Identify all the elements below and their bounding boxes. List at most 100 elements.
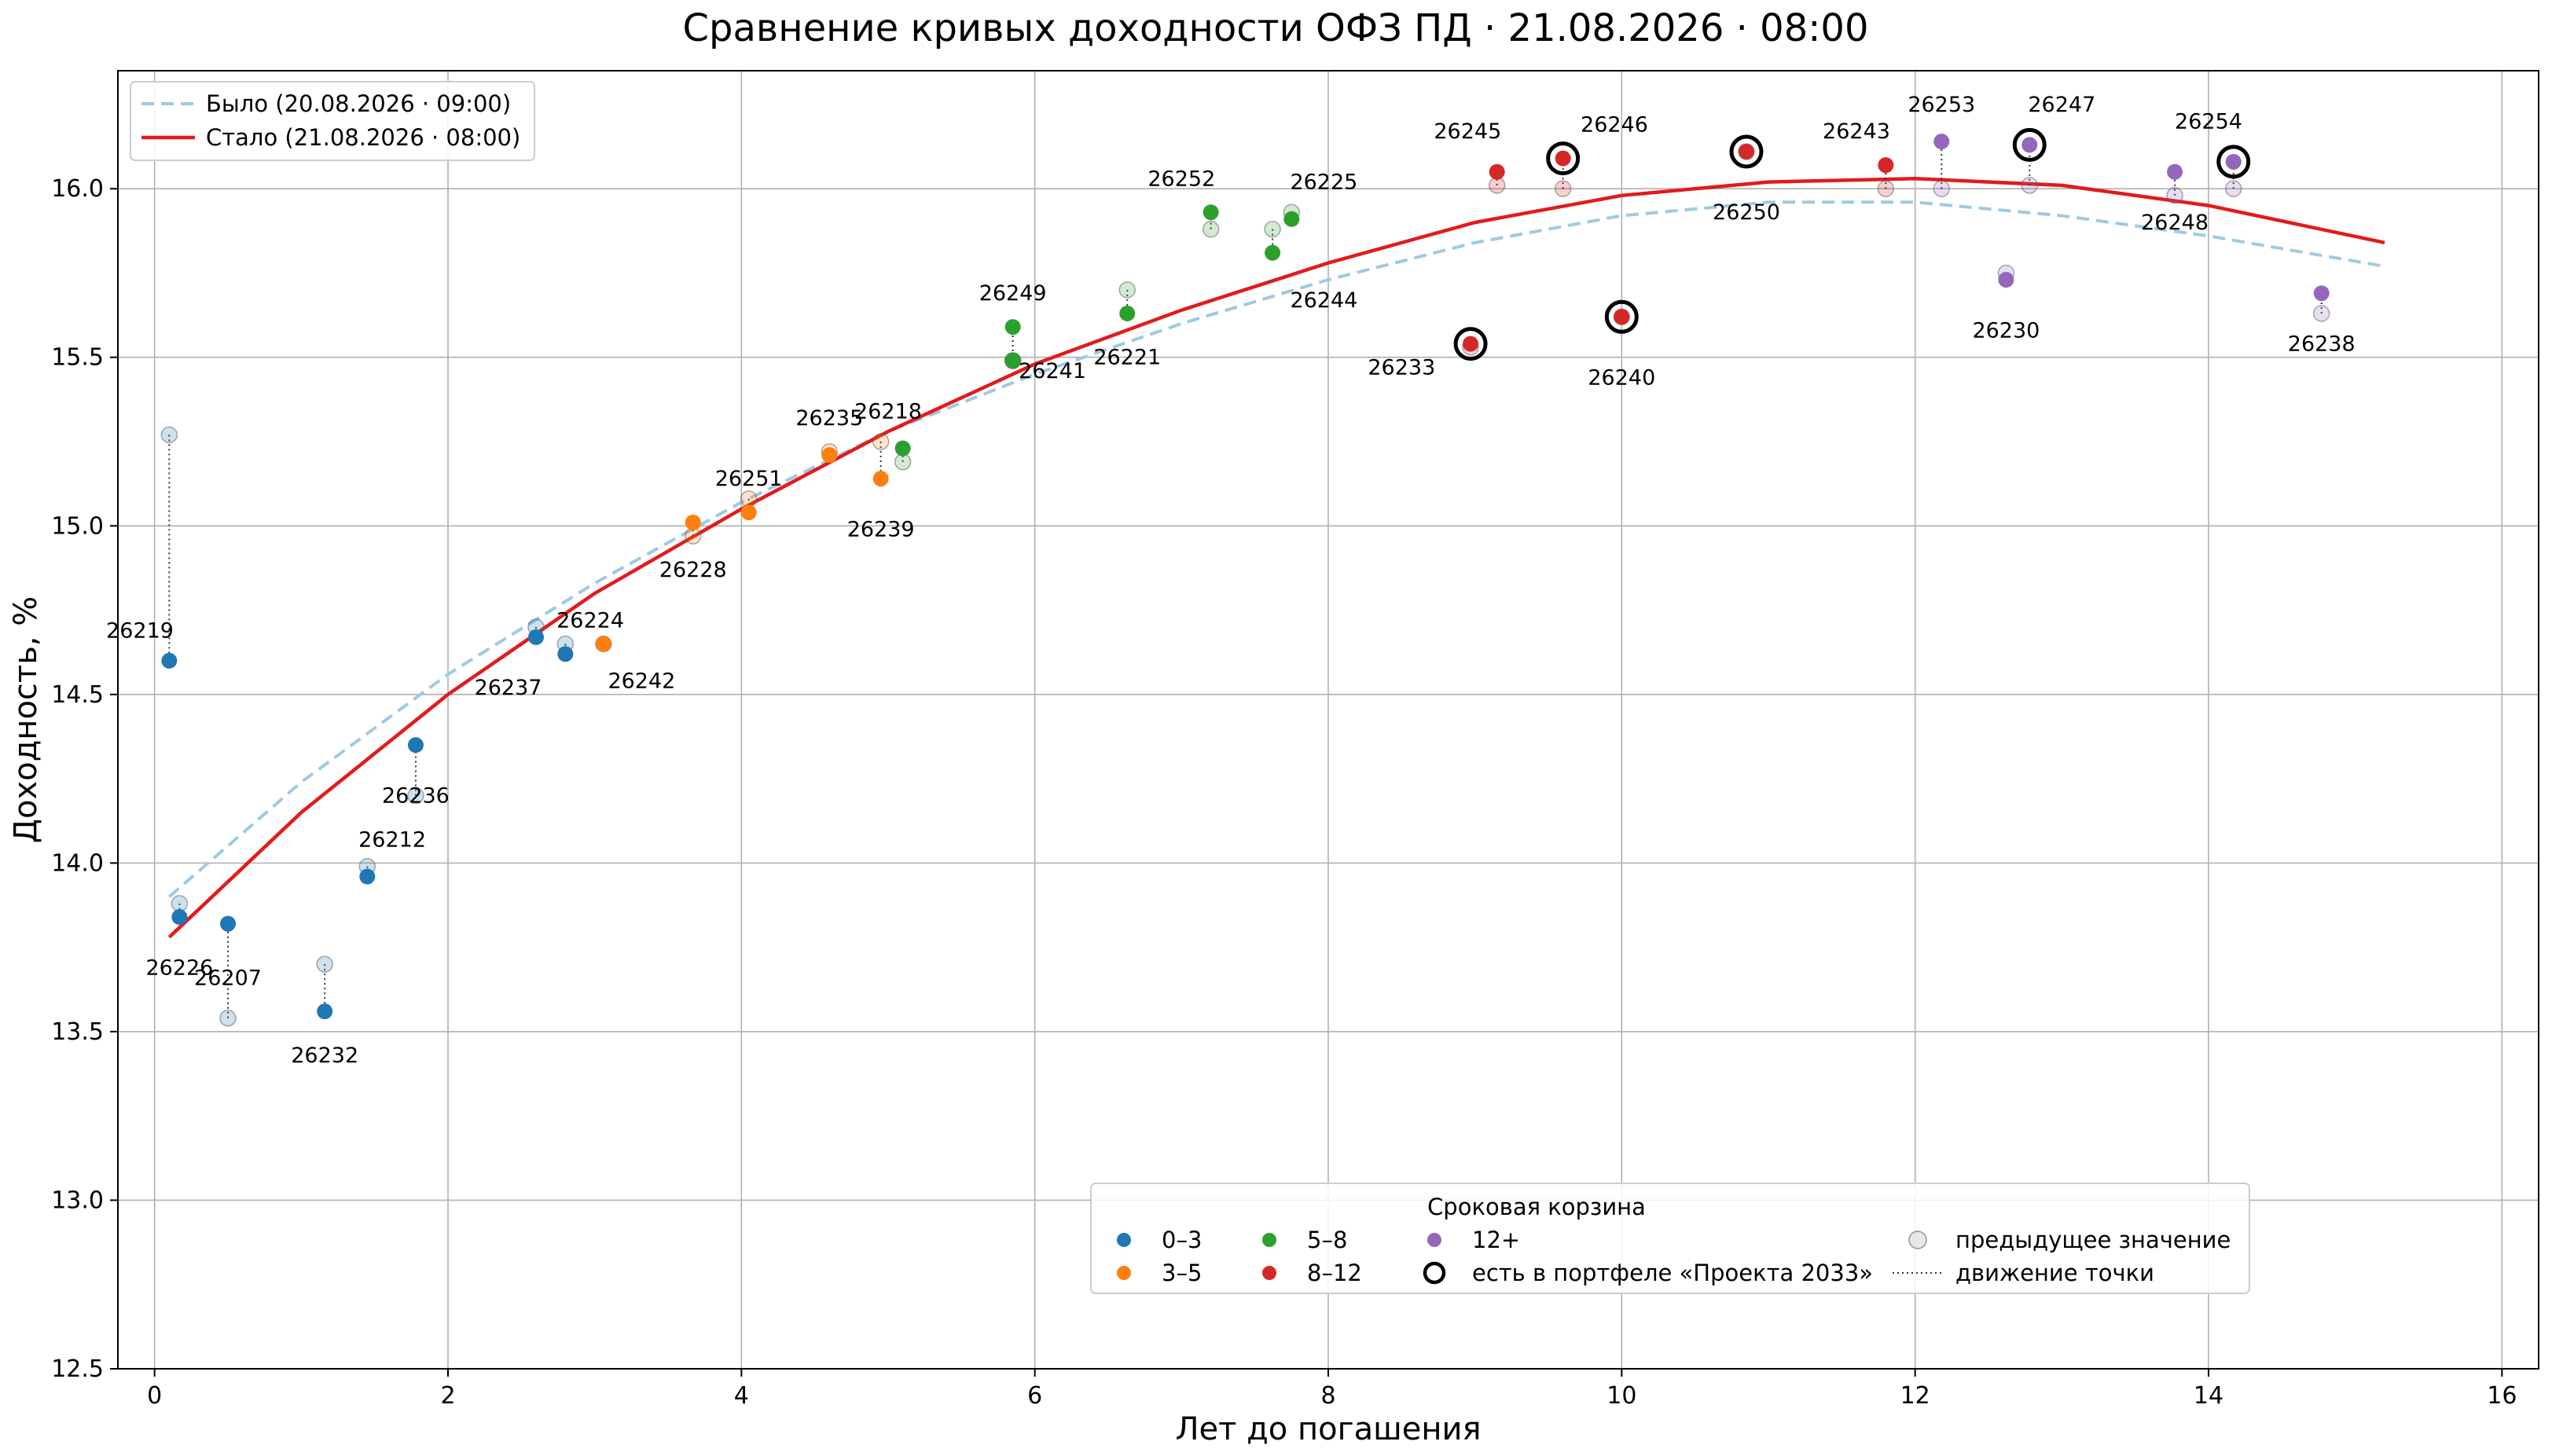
point-label: 26212 bbox=[358, 827, 426, 852]
bond-point: 26226 bbox=[145, 895, 213, 980]
y-tick-label: 13.0 bbox=[51, 1186, 104, 1214]
bond-point: 26245 bbox=[1434, 119, 1506, 194]
bond-point: 26225 bbox=[1283, 171, 1357, 227]
current-value-marker bbox=[407, 737, 424, 754]
point-label: 26254 bbox=[2175, 109, 2242, 134]
bond-point: 26240 bbox=[1588, 299, 1655, 390]
prev-value-marker bbox=[894, 453, 912, 471]
y-tick-label: 12.5 bbox=[51, 1355, 104, 1383]
current-value-marker bbox=[685, 514, 701, 530]
legend-bucket-label: 0–3 bbox=[1162, 1227, 1202, 1253]
current-value-marker bbox=[1998, 272, 2014, 288]
point-label: 26238 bbox=[2288, 332, 2356, 357]
current-value-marker bbox=[2167, 163, 2183, 180]
bond-point: 26228 bbox=[659, 514, 727, 582]
x-tick-label: 14 bbox=[2194, 1382, 2223, 1410]
x-axis-label: Лет до погашения bbox=[1175, 1411, 1481, 1447]
x-tick-label: 2 bbox=[440, 1382, 455, 1410]
portfolio-ring bbox=[2216, 145, 2251, 179]
point-label: 26228 bbox=[659, 558, 727, 582]
current-value-marker bbox=[1203, 204, 1219, 221]
legend-buckets-box bbox=[1090, 1183, 2250, 1294]
portfolio-ring bbox=[1729, 134, 1764, 169]
legend-bucket-label: предыдущее значение bbox=[1955, 1227, 2231, 1253]
bond-point: 26243 bbox=[1823, 119, 1895, 197]
x-tick-label: 12 bbox=[1900, 1382, 1930, 1410]
bond-point: 26232 bbox=[291, 955, 358, 1068]
bond-point: 26250 bbox=[1713, 134, 1780, 225]
point-label: 26224 bbox=[556, 608, 624, 633]
bond-point: 26235 bbox=[795, 406, 863, 464]
portfolio-ring bbox=[2012, 127, 2047, 162]
prev-value-marker bbox=[1933, 180, 1951, 197]
prev-value-marker bbox=[2166, 187, 2183, 204]
bond-point: 26253 bbox=[1908, 93, 1975, 197]
point-label: 26249 bbox=[979, 281, 1047, 306]
legend-bucket-dot bbox=[1427, 1233, 1441, 1247]
point-label: 26243 bbox=[1823, 119, 1890, 144]
x-tick-label: 10 bbox=[1606, 1382, 1636, 1410]
prev-value-marker bbox=[740, 490, 758, 508]
current-value-marker bbox=[171, 909, 188, 926]
legend-bucket-dot bbox=[1117, 1233, 1131, 1247]
legend-bucket-label: есть в портфеле «Проекта 2033» bbox=[1472, 1260, 1873, 1286]
curve-old bbox=[167, 200, 2385, 898]
y-tick-label: 16.0 bbox=[51, 175, 104, 203]
point-label: 26232 bbox=[291, 1043, 358, 1068]
prev-value-marker bbox=[1118, 281, 1136, 299]
point-label: 26244 bbox=[1290, 288, 1357, 313]
legend-curves-box bbox=[130, 81, 535, 161]
legend-bucket-dot bbox=[1117, 1266, 1131, 1280]
y-tick-label: 14.0 bbox=[51, 849, 104, 877]
prev-value-marker bbox=[1264, 220, 1281, 238]
current-value-marker bbox=[1463, 336, 1479, 352]
current-value-marker bbox=[740, 504, 757, 521]
current-value-marker bbox=[528, 629, 544, 645]
bond-point: 26247 bbox=[2012, 93, 2095, 194]
legend-label: Было (20.08.2026 · 09:00) bbox=[206, 90, 511, 117]
bond-point: 26236 bbox=[382, 737, 450, 809]
current-value-marker bbox=[821, 447, 838, 464]
point-label: 26251 bbox=[715, 467, 783, 491]
legend-curves: Было (20.08.2026 · 09:00) Стало (21.08.20… bbox=[130, 81, 535, 161]
point-label: 26230 bbox=[1972, 318, 2040, 343]
point-label: 26247 bbox=[2028, 93, 2095, 117]
legend-bucket-label: движение точки bbox=[1955, 1260, 2154, 1286]
current-value-marker bbox=[1265, 244, 1281, 261]
bond-point: 26239 bbox=[847, 433, 915, 542]
x-tick-label: 16 bbox=[2487, 1382, 2517, 1410]
point-label: 26253 bbox=[1908, 93, 1975, 117]
bond-point: 26254 bbox=[2175, 109, 2251, 197]
grid bbox=[118, 71, 2539, 1370]
current-value-marker bbox=[1489, 163, 1505, 180]
current-value-marker bbox=[894, 440, 911, 457]
x-tick-label: 4 bbox=[734, 1382, 749, 1410]
legend-portfolio-ring bbox=[1423, 1261, 1446, 1285]
legend-label: Стало (21.08.2026 · 08:00) bbox=[206, 124, 520, 151]
legend-bucket-dot bbox=[1262, 1233, 1276, 1247]
prev-value-marker bbox=[2224, 180, 2242, 197]
point-label: 26239 bbox=[847, 518, 915, 542]
current-value-marker bbox=[1555, 150, 1571, 167]
bond-point: 26251 bbox=[715, 467, 783, 521]
point-label: 26226 bbox=[145, 955, 213, 980]
bond-point: 26218 bbox=[854, 399, 922, 471]
bond-point: 26207 bbox=[194, 915, 262, 1027]
bond-point: 26212 bbox=[358, 827, 426, 885]
bond-point: 26230 bbox=[1972, 264, 2040, 343]
legend-bucket-label: 3–5 bbox=[1162, 1260, 1202, 1286]
current-value-marker bbox=[1933, 134, 1950, 150]
prev-value-marker bbox=[171, 895, 189, 912]
bond-point: 26219 bbox=[106, 426, 178, 669]
current-value-marker bbox=[872, 471, 889, 487]
current-value-marker bbox=[1614, 309, 1630, 325]
point-label: 26248 bbox=[2141, 211, 2209, 235]
portfolio-ring bbox=[1453, 327, 1488, 361]
legend-bucket-label: 5–8 bbox=[1307, 1227, 1347, 1253]
legend-bucket-dot bbox=[1262, 1266, 1276, 1280]
y-tick-label: 13.5 bbox=[51, 1018, 104, 1046]
bond-point: 26233 bbox=[1368, 327, 1488, 380]
curves bbox=[167, 177, 2385, 939]
x-tick-label: 8 bbox=[1320, 1382, 1335, 1410]
